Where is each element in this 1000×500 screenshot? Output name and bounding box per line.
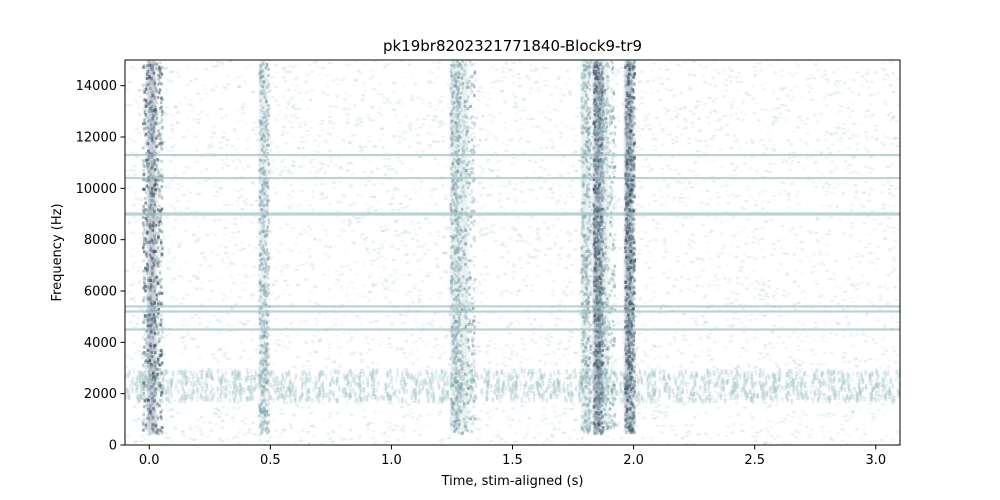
y-axis-label: Frequency (Hz) — [50, 203, 65, 301]
y-tick-label: 14000 — [76, 79, 117, 94]
x-tick-label: 3.0 — [865, 453, 886, 468]
x-axis: 0.0 0.5 1.0 1.5 2.0 2.5 3.0 — [139, 445, 886, 468]
y-axis: 0 2000 4000 6000 8000 10000 12000 14000 — [76, 79, 125, 454]
y-tick-label: 8000 — [84, 233, 117, 248]
broadband-event — [600, 60, 609, 433]
broadband-event — [624, 60, 633, 433]
y-tick-label: 4000 — [84, 336, 117, 351]
x-tick-label: 2.5 — [744, 453, 765, 468]
broadband-event — [259, 60, 268, 433]
y-tick-label: 10000 — [76, 182, 117, 197]
broadband-event — [593, 60, 602, 433]
plot-background — [125, 60, 900, 445]
y-tick-label: 2000 — [84, 387, 117, 402]
x-tick-label: 2.0 — [623, 453, 644, 468]
broadband-event — [460, 60, 469, 433]
y-tick-label: 0 — [109, 439, 117, 454]
y-tick-label: 12000 — [76, 131, 117, 146]
y-tick-label: 6000 — [84, 285, 117, 300]
x-tick-label: 1.0 — [381, 453, 402, 468]
x-axis-label: Time, stim-aligned (s) — [441, 474, 584, 489]
spectrogram-heatmap — [125, 60, 900, 445]
x-tick-label: 0.5 — [260, 453, 281, 468]
broadband-event — [581, 60, 590, 433]
broadband-event — [450, 60, 459, 433]
chart-title: pk19br8202321771840-Block9-tr9 — [383, 37, 642, 55]
broadband-event — [147, 60, 156, 433]
x-tick-label: 0.0 — [139, 453, 160, 468]
x-tick-label: 1.5 — [502, 453, 523, 468]
